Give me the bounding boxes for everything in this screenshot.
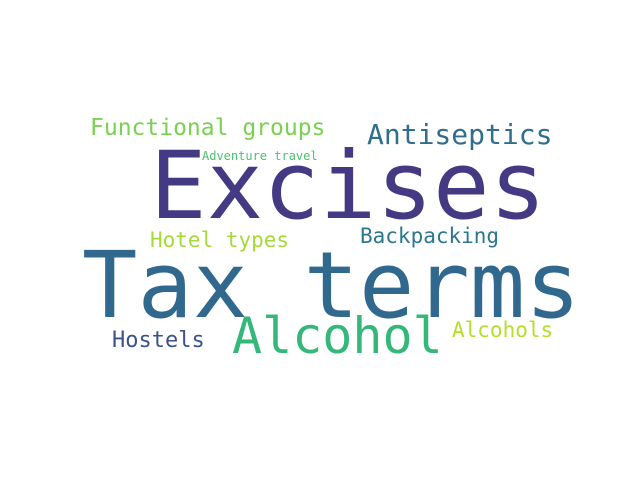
word-backpacking: Backpacking <box>360 224 500 248</box>
word-tax-terms: Tax terms <box>82 232 581 339</box>
word-antiseptics: Antiseptics <box>367 118 553 151</box>
word-hostels: Hostels <box>112 328 205 353</box>
word-alcohol: Alcohol <box>232 307 443 365</box>
word-excises: Excises <box>150 132 547 241</box>
word-adventure-travel: Adventure travel <box>202 149 318 163</box>
word-functional-groups: Functional groups <box>90 115 326 141</box>
word-alcohols: Alcohols <box>452 318 554 342</box>
word-hotel-types: Hotel types <box>150 228 290 252</box>
